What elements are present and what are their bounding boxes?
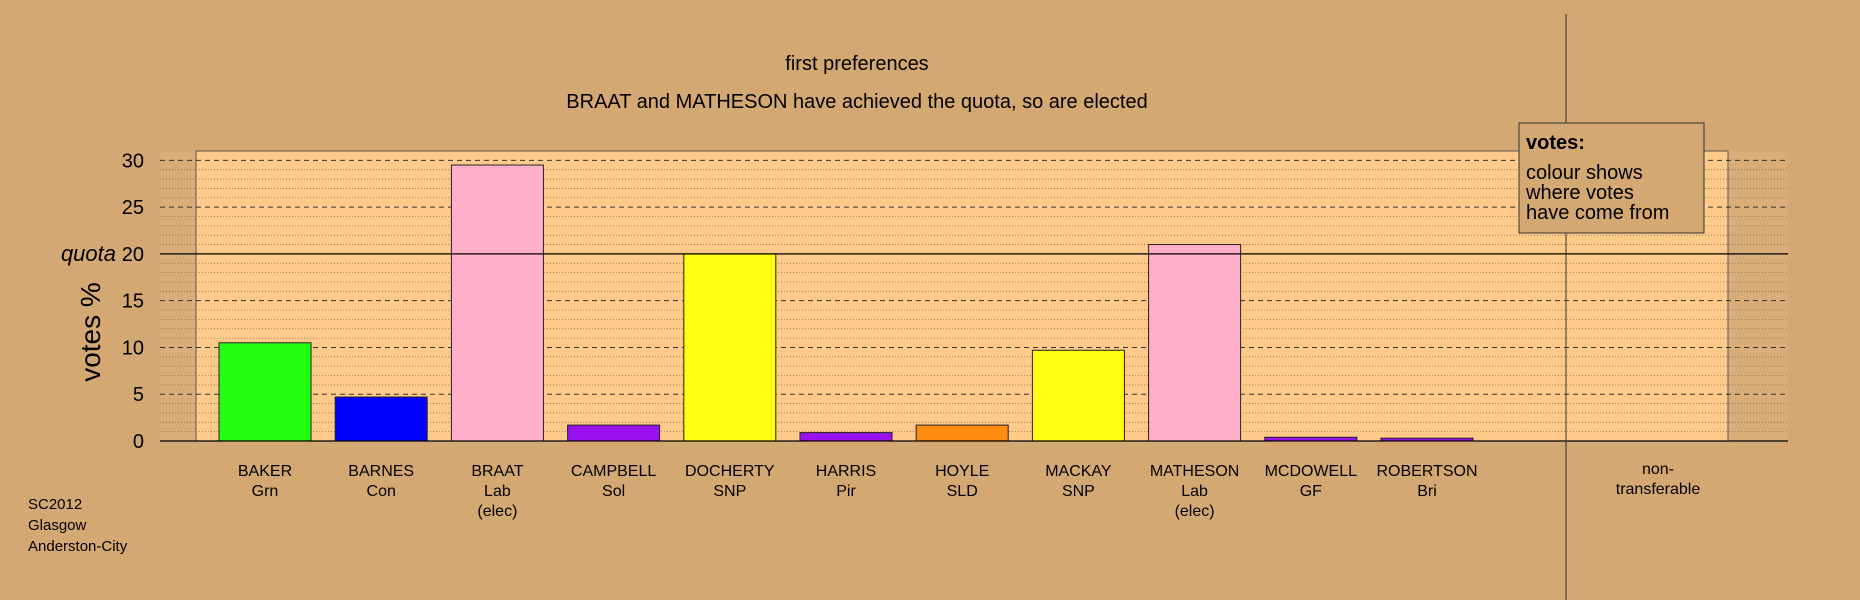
chart-subtitle: BRAAT and MATHESON have achieved the quo… — [566, 91, 1147, 113]
category-party-label: Pir — [836, 483, 856, 500]
bar — [683, 253, 777, 442]
y-tick-label: 10 — [122, 337, 144, 359]
y-axis-label: votes % — [75, 282, 106, 382]
category-name-label: HARRIS — [816, 463, 876, 480]
y-tick-label: 15 — [122, 291, 144, 313]
quota-label: quota — [61, 241, 116, 266]
legend-box — [1518, 122, 1705, 234]
category-party-label: Con — [367, 483, 396, 500]
legend-line: colour shows — [1526, 162, 1643, 184]
category-party-label: Lab — [1181, 483, 1208, 500]
bar — [450, 164, 544, 442]
category-party-label: Grn — [252, 483, 279, 500]
bars — [218, 164, 1474, 442]
nontransferable-label: transferable — [1616, 481, 1701, 498]
grid — [160, 159, 1788, 433]
category-name-label: MCDOWELL — [1265, 463, 1358, 480]
category-name-label: BRAAT — [471, 463, 523, 480]
category-name-label: MACKAY — [1045, 463, 1112, 480]
y-tick-label: 20 — [122, 244, 144, 266]
category-note-label: (elec) — [1175, 503, 1215, 520]
category-note-label: (elec) — [477, 503, 517, 520]
category-name-label: DOCHERTY — [685, 463, 775, 480]
legend-line: where votes — [1525, 182, 1634, 204]
category-party-label: Sol — [602, 483, 625, 500]
category-party-label: Bri — [1417, 483, 1437, 500]
chart-title: first preferences — [785, 53, 928, 75]
category-name-label: ROBERTSON — [1376, 463, 1477, 480]
footer-line: SC2012 — [28, 496, 83, 513]
category-party-label: SLD — [947, 483, 978, 500]
footer: SC2012 Glasgow Anderston-City — [28, 494, 127, 557]
bar — [1148, 244, 1242, 442]
category-party-label: GF — [1300, 483, 1322, 500]
nontransferable-label: non- — [1642, 461, 1674, 478]
category-party-label: SNP — [1062, 483, 1095, 500]
footer-line: Anderston-City — [28, 538, 128, 555]
legend-line: have come from — [1526, 202, 1669, 224]
y-tick-label: 0 — [133, 431, 144, 453]
bar — [915, 424, 1009, 442]
footer-line: Glasgow — [28, 517, 87, 534]
bar — [567, 424, 661, 442]
category-name-label: BAKER — [238, 463, 292, 480]
bar — [1031, 349, 1125, 442]
bar — [799, 432, 893, 442]
category-name-label: MATHESON — [1150, 463, 1239, 480]
category-name-label: HOYLE — [935, 463, 989, 480]
bar — [334, 396, 428, 442]
legend-title: votes: — [1526, 132, 1585, 154]
axes — [160, 14, 1788, 600]
bar — [218, 342, 312, 442]
category-party-label: Lab — [484, 483, 511, 500]
y-tick-label: 30 — [122, 150, 144, 172]
y-tick-label: 5 — [133, 384, 144, 406]
y-tick-label: 25 — [122, 197, 144, 219]
category-party-label: SNP — [713, 483, 746, 500]
category-name-label: CAMPBELL — [571, 463, 656, 480]
labels: 0 5 10 15 20 25 30 quota votes % BAKER Grn BARNES Co… — [61, 150, 1700, 520]
category-name-label: BARNES — [348, 463, 414, 480]
